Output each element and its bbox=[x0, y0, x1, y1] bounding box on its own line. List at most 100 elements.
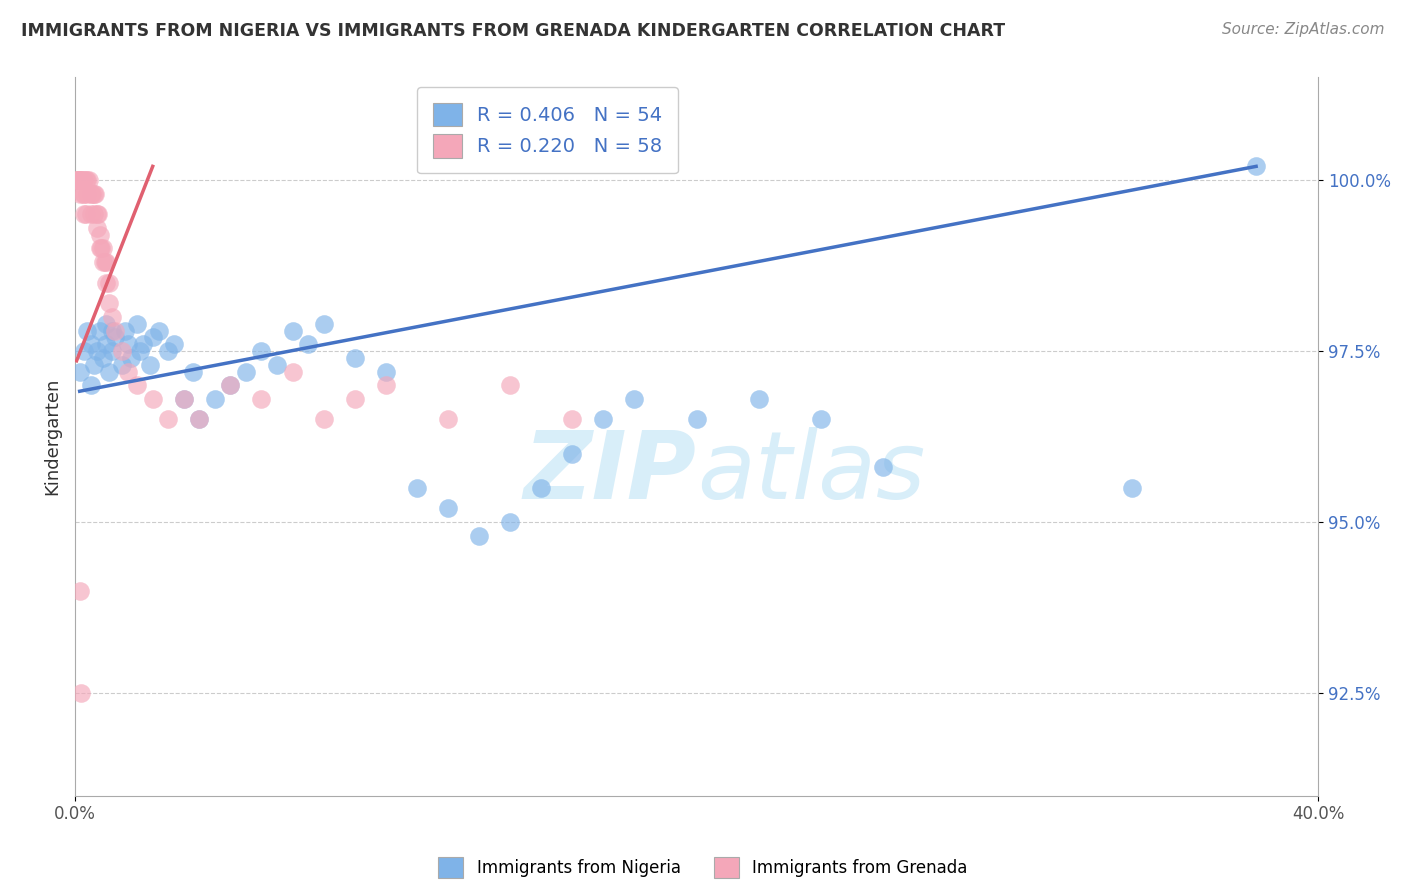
Point bbox=[70, 686, 93, 700]
Point bbox=[90, 242, 112, 256]
Point bbox=[114, 324, 136, 338]
Point bbox=[499, 378, 522, 392]
Point bbox=[76, 173, 98, 187]
Point bbox=[69, 365, 91, 379]
Point bbox=[67, 173, 90, 187]
Point bbox=[76, 324, 98, 338]
Point bbox=[98, 276, 121, 290]
Point bbox=[281, 365, 304, 379]
Point bbox=[592, 412, 614, 426]
Point bbox=[86, 221, 108, 235]
Point bbox=[94, 317, 117, 331]
Point bbox=[67, 173, 90, 187]
Point bbox=[84, 186, 107, 201]
Point bbox=[188, 412, 211, 426]
Point bbox=[66, 173, 89, 187]
Point bbox=[173, 392, 195, 406]
Point bbox=[406, 481, 429, 495]
Point bbox=[75, 207, 97, 221]
Point bbox=[70, 173, 93, 187]
Point bbox=[65, 173, 87, 187]
Point bbox=[70, 173, 93, 187]
Point bbox=[138, 358, 160, 372]
Point bbox=[437, 501, 460, 516]
Text: Source: ZipAtlas.com: Source: ZipAtlas.com bbox=[1222, 22, 1385, 37]
Point bbox=[748, 392, 770, 406]
Point bbox=[623, 392, 645, 406]
Point bbox=[86, 207, 108, 221]
Point bbox=[111, 358, 134, 372]
Point bbox=[104, 324, 127, 338]
Point bbox=[872, 460, 894, 475]
Point bbox=[127, 378, 149, 392]
Point bbox=[83, 207, 105, 221]
Point bbox=[87, 207, 110, 221]
Point bbox=[188, 412, 211, 426]
Point bbox=[204, 392, 226, 406]
Point bbox=[104, 330, 127, 344]
Point bbox=[250, 344, 273, 359]
Point bbox=[499, 515, 522, 529]
Point bbox=[250, 392, 273, 406]
Point bbox=[281, 324, 304, 338]
Point bbox=[89, 242, 111, 256]
Point bbox=[73, 186, 96, 201]
Point bbox=[83, 358, 105, 372]
Point bbox=[89, 324, 111, 338]
Point bbox=[72, 186, 94, 201]
Point bbox=[94, 337, 117, 351]
Text: atlas: atlas bbox=[696, 427, 925, 518]
Point bbox=[73, 173, 96, 187]
Point bbox=[142, 392, 165, 406]
Point bbox=[266, 358, 288, 372]
Point bbox=[374, 365, 396, 379]
Point bbox=[98, 365, 121, 379]
Point bbox=[181, 365, 204, 379]
Point bbox=[101, 344, 124, 359]
Point bbox=[73, 344, 96, 359]
Point bbox=[297, 337, 319, 351]
Point bbox=[117, 365, 139, 379]
Point bbox=[163, 337, 186, 351]
Point bbox=[101, 310, 124, 324]
Point bbox=[1121, 481, 1143, 495]
Point bbox=[94, 276, 117, 290]
Point bbox=[1244, 160, 1267, 174]
Point bbox=[91, 255, 114, 269]
Point bbox=[173, 392, 195, 406]
Point bbox=[77, 173, 100, 187]
Point bbox=[343, 392, 366, 406]
Point bbox=[810, 412, 832, 426]
Y-axis label: Kindergarten: Kindergarten bbox=[44, 378, 60, 495]
Point bbox=[75, 173, 97, 187]
Point bbox=[111, 344, 134, 359]
Point bbox=[312, 317, 335, 331]
Text: ZIP: ZIP bbox=[524, 426, 696, 518]
Point bbox=[127, 317, 149, 331]
Point bbox=[157, 344, 180, 359]
Point bbox=[89, 227, 111, 242]
Point bbox=[83, 186, 105, 201]
Legend: Immigrants from Nigeria, Immigrants from Grenada: Immigrants from Nigeria, Immigrants from… bbox=[432, 851, 974, 884]
Point bbox=[79, 337, 101, 351]
Point bbox=[76, 186, 98, 201]
Point bbox=[82, 186, 104, 201]
Point bbox=[98, 296, 121, 310]
Point bbox=[91, 351, 114, 365]
Point bbox=[79, 186, 101, 201]
Point bbox=[93, 255, 115, 269]
Point bbox=[67, 173, 90, 187]
Point bbox=[86, 344, 108, 359]
Point bbox=[120, 351, 142, 365]
Point bbox=[561, 447, 583, 461]
Point bbox=[312, 412, 335, 426]
Point bbox=[117, 337, 139, 351]
Point bbox=[343, 351, 366, 365]
Legend: R = 0.406   N = 54, R = 0.220   N = 58: R = 0.406 N = 54, R = 0.220 N = 58 bbox=[418, 87, 678, 174]
Point bbox=[79, 207, 101, 221]
Point bbox=[148, 324, 170, 338]
Point bbox=[374, 378, 396, 392]
Point bbox=[69, 173, 91, 187]
Point bbox=[157, 412, 180, 426]
Point bbox=[69, 583, 91, 598]
